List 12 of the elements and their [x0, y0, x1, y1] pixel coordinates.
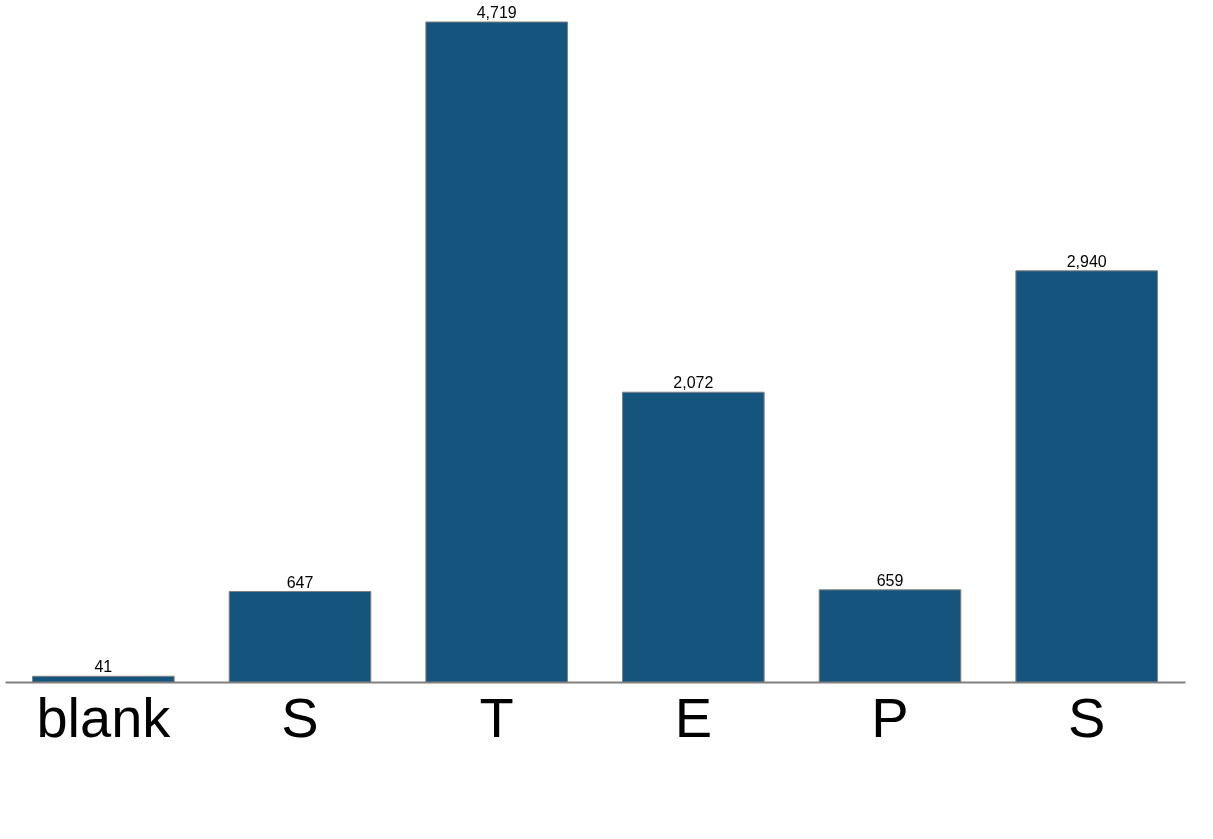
data-label: 2,072 [673, 374, 714, 392]
x-tick-label: S [281, 685, 319, 749]
data-label: 4,719 [476, 4, 517, 21]
data-label: 647 [286, 573, 314, 591]
data-label: 2,940 [1066, 252, 1107, 270]
x-tick-label: E [674, 685, 713, 749]
x-tick-label: S [1067, 685, 1106, 749]
x-tick-label: P [871, 685, 909, 749]
x-tick-label: T [479, 685, 514, 749]
data-label: 659 [876, 571, 904, 589]
x-tick-label: blank [36, 685, 172, 749]
data-label: 41 [94, 658, 113, 676]
